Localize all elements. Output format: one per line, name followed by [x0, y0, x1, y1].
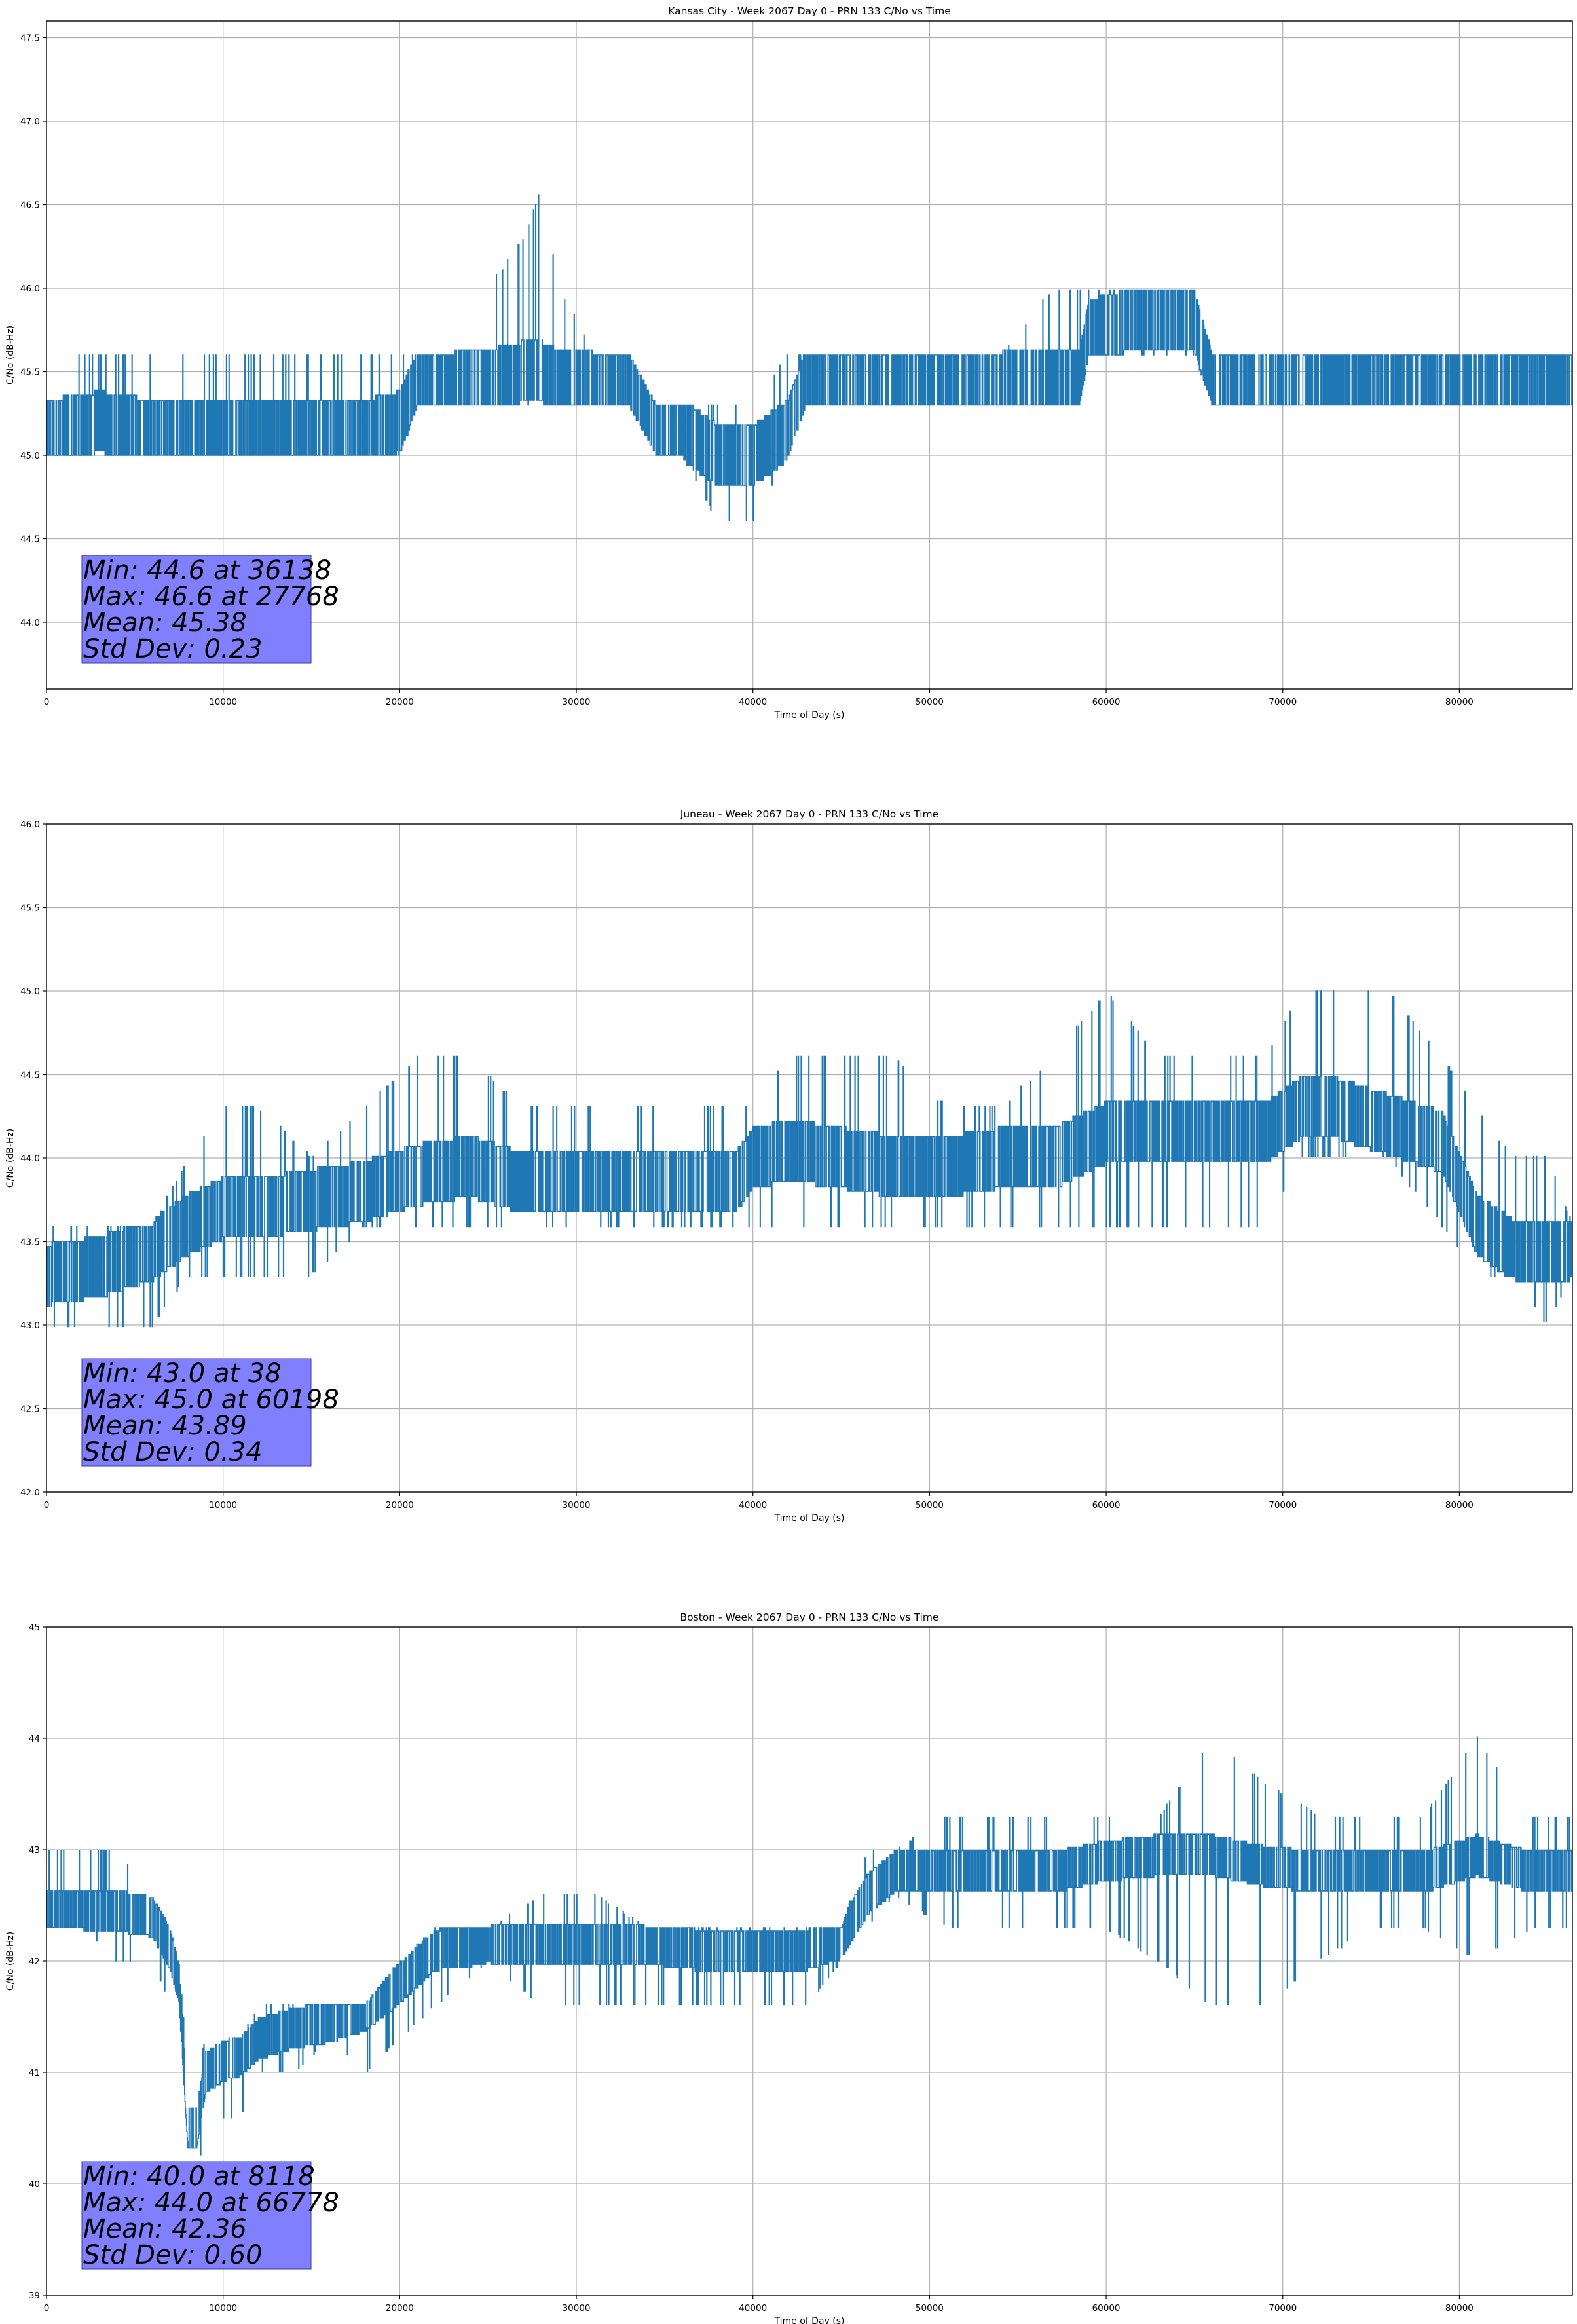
x-axis-label: Time of Day (s): [774, 2316, 845, 2324]
y-tick-label: 43: [29, 1845, 40, 1856]
x-tick-label: 20000: [386, 1500, 414, 1510]
chart-title: Kansas City - Week 2067 Day 0 - PRN 133 …: [668, 5, 951, 17]
chart-title: Boston - Week 2067 Day 0 - PRN 133 C/No …: [680, 1611, 939, 1623]
x-tick-label: 60000: [1092, 2303, 1121, 2314]
chart-2: 0 10000 20000 30000 40000 50000 60000 70000 8000…: [5, 808, 1573, 1524]
y-tick-label: 45.0: [20, 451, 40, 461]
stats-line: Max: 44.0 at 66778: [83, 2188, 339, 2218]
y-tick-label: 40: [29, 2179, 40, 2190]
stats-line: Min: 43.0 at 38: [83, 1359, 282, 1389]
stats-line: Std Dev: 0.23: [83, 634, 263, 664]
data-series-line: [46, 194, 1572, 521]
stats-line: Max: 46.6 at 27768: [83, 582, 339, 612]
x-axis-label: Time of Day (s): [774, 710, 845, 721]
chart-3: 0 10000 20000 30000 40000 50000 60000 70000 8000…: [5, 1611, 1573, 2324]
y-tick-label: 45.5: [20, 903, 40, 914]
stats-box-background: [81, 1358, 312, 1467]
x-tick-label: 80000: [1445, 1500, 1474, 1510]
x-tick-label: 10000: [209, 2303, 237, 2314]
x-tick-label: 50000: [916, 1500, 944, 1510]
stats-line: Max: 45.0 at 60198: [83, 1385, 339, 1415]
y-tick-label: 46.5: [20, 200, 40, 211]
x-tick-label: 30000: [563, 697, 591, 707]
x-tick-label: 80000: [1445, 697, 1474, 707]
x-tick-label: 20000: [386, 2303, 414, 2314]
x-tick-label: 40000: [739, 2303, 767, 2314]
x-tick-label: 0: [44, 2303, 50, 2314]
x-tick-label: 30000: [563, 1500, 591, 1510]
y-tick-label: 46.0: [20, 819, 40, 830]
x-tick-label: 40000: [739, 1500, 767, 1510]
x-tick-label: 60000: [1092, 697, 1121, 707]
stats-line: Std Dev: 0.34: [83, 1437, 263, 1467]
y-tick-label: 42.5: [20, 1404, 40, 1415]
x-tick-label: 50000: [916, 697, 944, 707]
x-axis-label: Time of Day (s): [774, 1513, 845, 1524]
x-tick-label: 0: [44, 697, 50, 707]
stats-line: Std Dev: 0.60: [83, 2240, 263, 2270]
data-series-line: [46, 990, 1572, 1328]
y-tick-label: 39: [29, 2291, 40, 2301]
y-tick-label: 44.5: [20, 1070, 40, 1081]
y-tick-label: 44.0: [20, 1153, 40, 1164]
x-tick-label: 50000: [916, 2303, 944, 2314]
y-tick-label: 43.5: [20, 1237, 40, 1248]
stats-line: Min: 44.6 at 36138: [83, 555, 331, 586]
y-tick-label: 44: [29, 1734, 40, 1744]
x-tick-label: 70000: [1269, 1500, 1297, 1510]
stats-box-background: [81, 555, 312, 664]
chart-title: Juneau - Week 2067 Day 0 - PRN 133 C/No …: [680, 808, 938, 820]
stats-line: Mean: 43.89: [83, 1411, 247, 1441]
y-tick-label: 44.0: [20, 618, 40, 628]
axes-frame: [46, 20, 1573, 690]
y-tick-label: 45: [29, 1622, 40, 1633]
x-tick-label: 70000: [1269, 697, 1297, 707]
x-tick-label: 40000: [739, 697, 767, 707]
stats-line: Mean: 45.38: [83, 608, 247, 638]
y-tick-label: 44.5: [20, 534, 40, 545]
stats-line: Mean: 42.36: [83, 2214, 247, 2244]
x-tick-label: 0: [44, 1500, 50, 1510]
y-axis-label: C/No (dB-Hz): [5, 1932, 16, 1991]
x-tick-label: 60000: [1092, 1500, 1121, 1510]
y-tick-label: 46.0: [20, 284, 40, 294]
y-tick-label: 45.0: [20, 986, 40, 997]
y-axis-label: C/No (dB-Hz): [5, 1129, 16, 1188]
y-tick-label: 42: [29, 1957, 40, 1967]
y-tick-label: 45.5: [20, 367, 40, 378]
y-tick-label: 47.5: [20, 33, 40, 44]
y-tick-label: 47.0: [20, 117, 40, 127]
x-tick-label: 70000: [1269, 2303, 1297, 2314]
y-tick-label: 42.0: [20, 1488, 40, 1498]
y-axis-label: C/No (dB-Hz): [5, 326, 16, 384]
stats-line: Min: 40.0 at 8118: [83, 2162, 315, 2192]
stats-box-background: [81, 2161, 312, 2270]
y-tick-label: 43.0: [20, 1321, 40, 1331]
chart-1: 0 10000 20000 30000 40000 50000 60000 70000 8000…: [5, 5, 1573, 721]
y-tick-label: 41: [29, 2068, 40, 2078]
x-tick-label: 10000: [209, 697, 237, 707]
data-series-line: [46, 1736, 1572, 2156]
x-tick-label: 30000: [563, 2303, 591, 2314]
x-tick-label: 20000: [386, 697, 414, 707]
x-tick-label: 80000: [1445, 2303, 1474, 2314]
x-tick-label: 10000: [209, 1500, 237, 1510]
